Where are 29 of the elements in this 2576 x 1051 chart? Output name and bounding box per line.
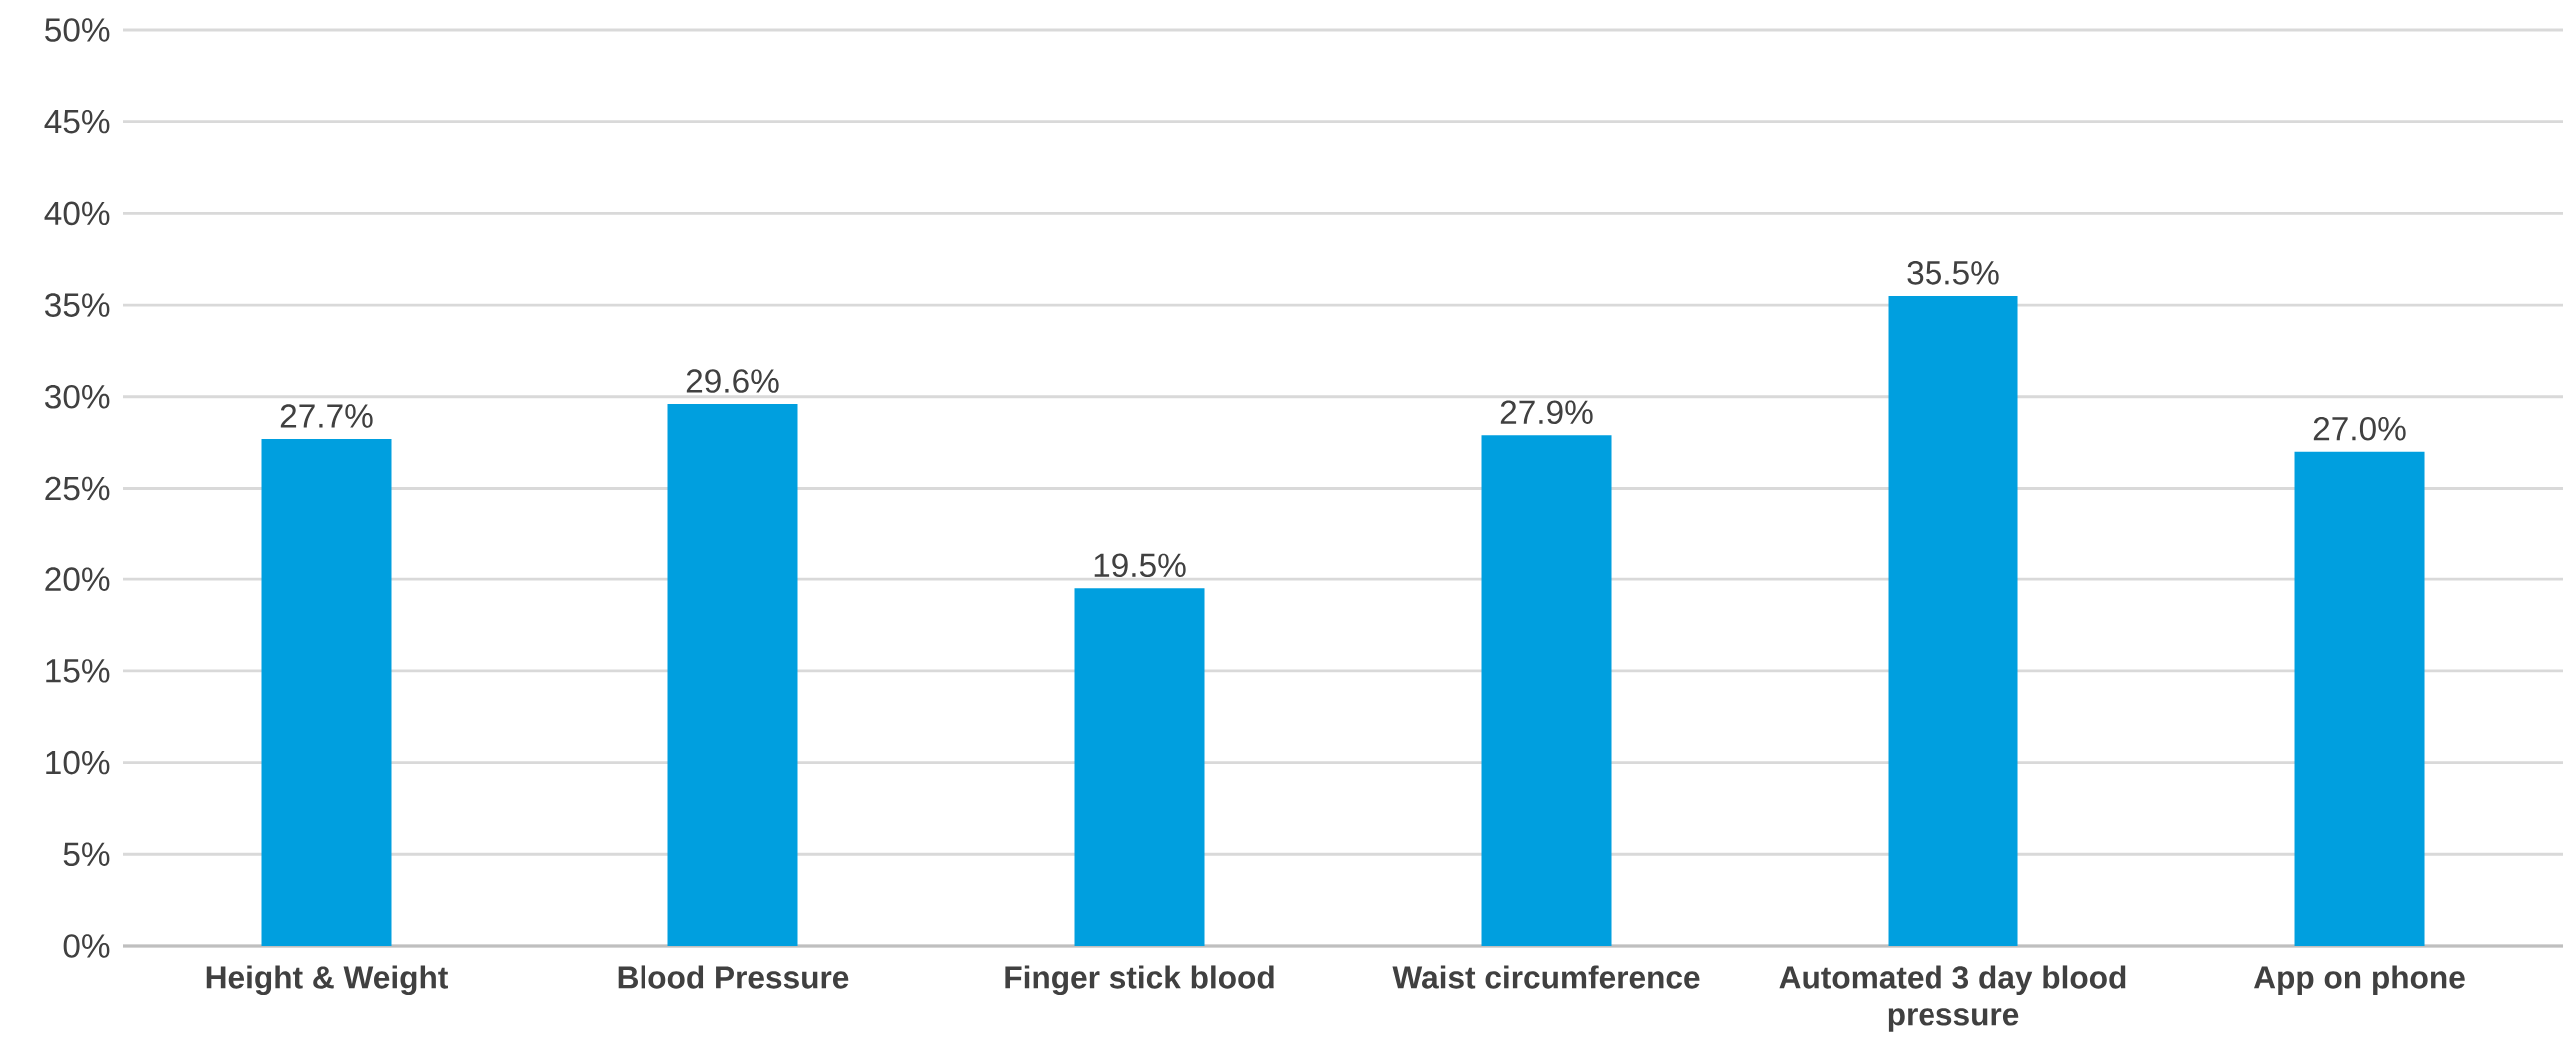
- x-tick-label: Waist circumference: [1392, 965, 1700, 989]
- y-tick-label: 5%: [63, 842, 110, 867]
- y-tick-label: 25%: [45, 476, 110, 501]
- x-tick-label: Automated 3 day blood pressure: [1779, 965, 2126, 1032]
- y-tick-label: 0%: [63, 934, 110, 958]
- x-tick-label: Height & Weight: [206, 965, 448, 996]
- bar: [2294, 451, 2425, 946]
- data-label: 27.0%: [2313, 416, 2406, 441]
- data-label: 27.9%: [1500, 400, 1593, 425]
- data-label: 27.7%: [280, 404, 373, 428]
- y-tick-label: 10%: [46, 750, 110, 775]
- x-tick-label: Finger stick blood: [1005, 965, 1274, 996]
- y-tick-label: 30%: [45, 384, 110, 409]
- data-label: 29.6%: [686, 369, 779, 393]
- y-tick-label: 50%: [45, 18, 110, 42]
- x-tick-label: App on phone: [2254, 965, 2465, 995]
- y-tick-label: 15%: [46, 659, 110, 683]
- y-tick-label: 35%: [45, 293, 110, 317]
- bar: [1074, 588, 1205, 946]
- y-tick-label: 40%: [44, 201, 110, 226]
- bar: [261, 438, 392, 946]
- x-tick-label: Blood Pressure: [618, 965, 849, 989]
- bar: [667, 404, 798, 946]
- data-label: 35.5%: [1907, 261, 1999, 285]
- bar: [1888, 295, 2018, 946]
- y-tick-label: 45%: [44, 109, 110, 134]
- bar: [1481, 435, 1612, 946]
- data-label: 19.5%: [1094, 553, 1186, 578]
- y-tick-label: 20%: [45, 567, 110, 592]
